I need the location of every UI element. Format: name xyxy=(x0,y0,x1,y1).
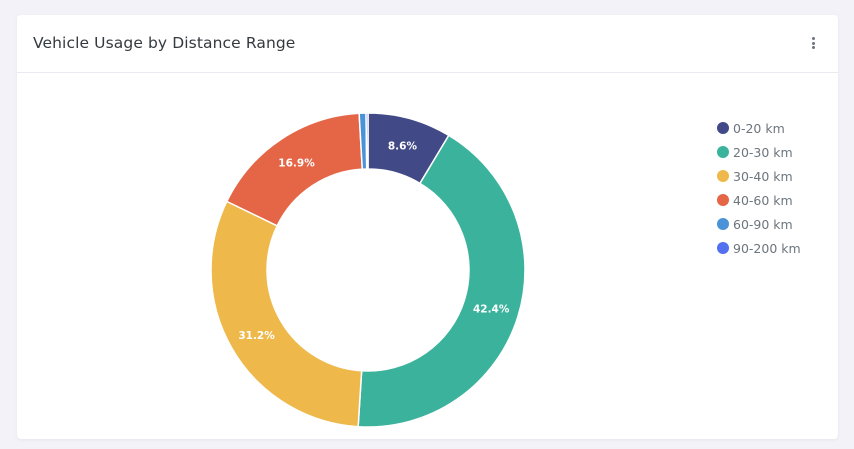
donut-slice-90-200-km[interactable] xyxy=(365,112,369,170)
legend-label: 0-20 km xyxy=(733,120,785,136)
slice-data-label: 31.2% xyxy=(238,330,275,342)
chart-legend: 0-20 km 20-30 km 30-40 km 40-60 km 60-90 km 9… xyxy=(717,116,801,260)
legend-marker xyxy=(717,122,729,134)
slice-data-label: 42.4% xyxy=(473,303,510,315)
legend-marker xyxy=(717,218,729,230)
legend-marker xyxy=(717,242,729,254)
legend-item[interactable]: 30-40 km xyxy=(717,164,801,188)
card-title: Vehicle Usage by Distance Range xyxy=(33,34,296,52)
donut-chart: 8.6% 42.4% 31.2% 16.9% xyxy=(210,112,526,428)
more-vertical-icon[interactable] xyxy=(806,33,822,53)
slice-data-label: 8.6% xyxy=(388,141,418,153)
legend-item[interactable]: 20-30 km xyxy=(717,140,801,164)
legend-item[interactable]: 0-20 km xyxy=(717,116,801,140)
legend-label: 90-200 km xyxy=(733,240,801,256)
legend-label: 40-60 km xyxy=(733,192,793,208)
donut-slice-30-40-km[interactable] xyxy=(210,200,363,428)
legend-label: 30-40 km xyxy=(733,168,793,184)
chart-area: 8.6% 42.4% 31.2% 16.9% 0-20 km 20-30 km 30-40… xyxy=(17,73,838,439)
legend-marker xyxy=(717,170,729,182)
legend-item[interactable]: 40-60 km xyxy=(717,188,801,212)
legend-label: 60-90 km xyxy=(733,216,793,232)
legend-marker xyxy=(717,146,729,158)
card-header: Vehicle Usage by Distance Range xyxy=(17,15,838,73)
donut-slice-20-30-km[interactable] xyxy=(357,134,526,428)
legend-label: 20-30 km xyxy=(733,144,793,160)
slice-data-label: 16.9% xyxy=(278,158,315,170)
chart-card: Vehicle Usage by Distance Range 8.6% 42.4… xyxy=(17,15,838,439)
legend-item[interactable]: 90-200 km xyxy=(717,236,801,260)
legend-item[interactable]: 60-90 km xyxy=(717,212,801,236)
legend-marker xyxy=(717,194,729,206)
